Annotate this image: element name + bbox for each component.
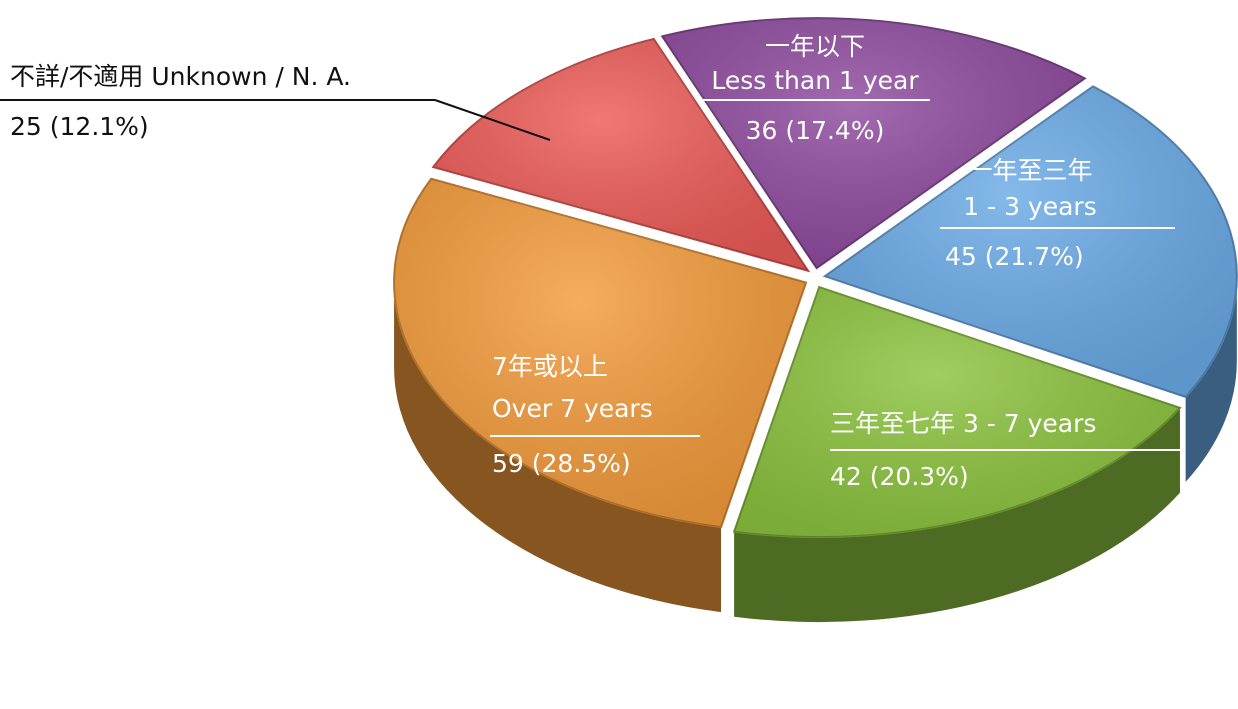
slice-side <box>394 282 722 613</box>
slice-label: 一年以下 <box>765 32 865 61</box>
value-label: 25 (12.1%) <box>10 112 149 141</box>
slice-label: Over 7 years <box>492 394 653 423</box>
slice-label: 一年至三年 <box>967 156 1092 185</box>
slice-shine <box>394 178 807 528</box>
slice-label: 三年至七年 3 - 7 years <box>830 409 1096 438</box>
slice-side <box>734 407 1180 623</box>
leader-line <box>434 99 551 141</box>
slice-shine <box>662 18 1085 269</box>
value-label: 42 (20.3%) <box>830 462 969 491</box>
slice-label: 1 - 3 years <box>963 192 1096 221</box>
slice-label: Less than 1 year <box>711 66 919 95</box>
slice-side <box>1185 276 1237 482</box>
value-label: 45 (21.7%) <box>945 242 1084 271</box>
slice-label: 不詳/不適用 Unknown / N. A. <box>10 62 351 91</box>
value-label: 59 (28.5%) <box>492 449 631 478</box>
value-label: 36 (17.4%) <box>746 116 885 145</box>
slice-shine <box>433 38 809 271</box>
slice-shine <box>734 287 1180 538</box>
slice-shine <box>824 86 1237 397</box>
slice-label: 7年或以上 <box>492 352 608 381</box>
